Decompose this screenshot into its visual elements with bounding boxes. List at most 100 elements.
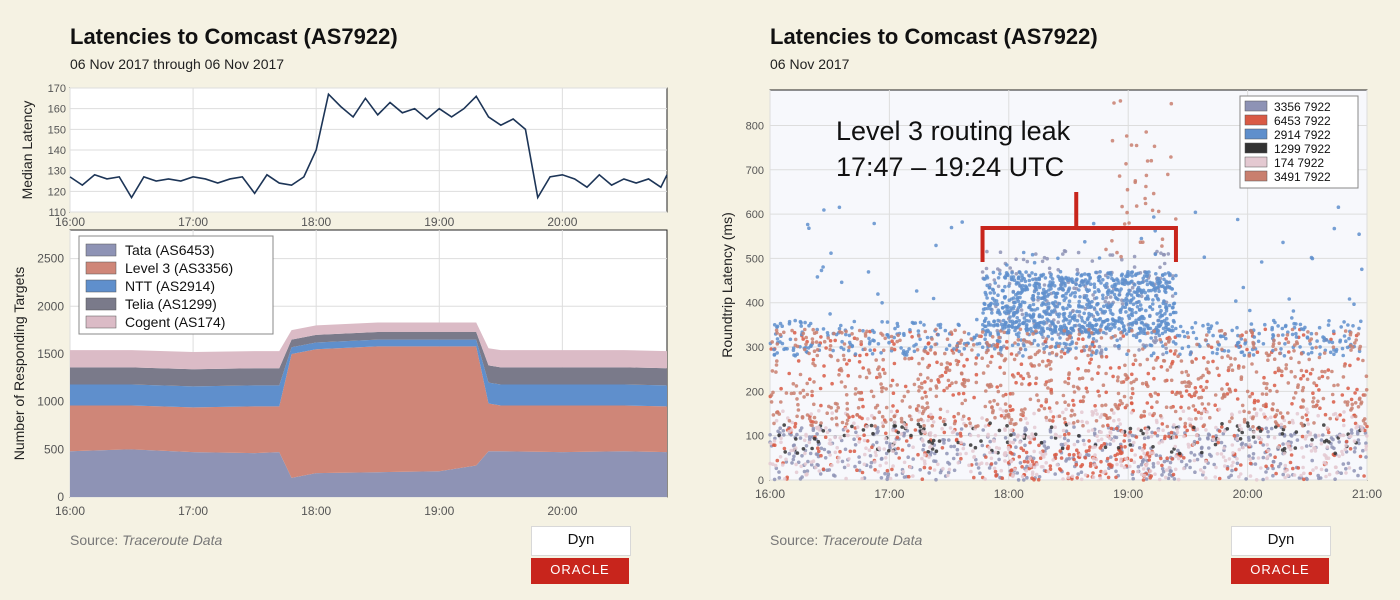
scatter-point <box>955 432 960 436</box>
scatter-point <box>828 347 832 352</box>
scatter-point <box>1066 347 1070 351</box>
scatter-point <box>1149 343 1154 348</box>
scatter-point <box>1287 350 1291 354</box>
scatter-point <box>1323 369 1327 374</box>
scatter-point <box>984 330 989 334</box>
scatter-point <box>1230 468 1234 473</box>
scatter-point <box>1342 364 1347 368</box>
scatter-point <box>1352 469 1356 473</box>
scatter-point <box>792 454 796 459</box>
scatter-point <box>1281 240 1285 245</box>
scatter-point <box>1151 451 1155 455</box>
legend-entry: 2914 7922 <box>1274 128 1331 142</box>
scatter-point <box>1266 448 1270 453</box>
scatter-point <box>898 338 902 343</box>
scatter-point <box>1144 308 1148 313</box>
scatter-point <box>1311 468 1315 472</box>
scatter-point <box>1341 418 1346 423</box>
scatter-point <box>1117 293 1121 297</box>
scatter-point <box>857 455 861 459</box>
scatter-point <box>1030 476 1034 481</box>
scatter-point <box>1265 443 1269 447</box>
scatter-point <box>1022 300 1027 305</box>
scatter-point <box>912 349 917 354</box>
scatter-point <box>1206 344 1211 348</box>
scatter-point <box>1010 271 1014 275</box>
scatter-point <box>934 449 939 454</box>
scatter-point <box>1331 345 1336 350</box>
scatter-point <box>1271 466 1275 471</box>
scatter-point <box>871 431 875 436</box>
scatter-point <box>1027 374 1031 379</box>
scatter-point <box>1052 308 1057 312</box>
scatter-point <box>1204 367 1209 371</box>
scatter-point <box>792 391 796 396</box>
scatter-point <box>951 456 956 461</box>
scatter-point <box>1045 308 1049 313</box>
scatter-point <box>1165 456 1169 461</box>
scatter-point <box>964 343 969 348</box>
scatter-point <box>1270 407 1275 412</box>
scatter-point <box>1265 476 1269 481</box>
scatter-point <box>775 342 780 346</box>
scatter-point <box>1211 359 1215 364</box>
scatter-point <box>884 461 888 465</box>
scatter-point <box>780 341 785 346</box>
legend-swatch <box>85 243 117 257</box>
scatter-point <box>843 385 847 389</box>
scatter-point <box>1097 394 1102 398</box>
scatter-point <box>1242 420 1247 424</box>
scatter-point <box>1259 407 1263 412</box>
scatter-point <box>1060 446 1065 451</box>
scatter-point <box>926 418 930 423</box>
scatter-point <box>1127 329 1131 334</box>
scatter-point <box>1225 427 1230 431</box>
scatter-point <box>850 424 854 429</box>
scatter-point <box>1144 380 1149 385</box>
scatter-point <box>1141 347 1145 351</box>
scatter-point <box>947 383 952 388</box>
scatter-point <box>1115 452 1120 456</box>
scatter-point <box>900 425 904 429</box>
scatter-point <box>1087 288 1091 293</box>
scatter-point <box>907 347 911 351</box>
scatter-point <box>798 428 803 433</box>
scatter-point <box>1097 256 1102 260</box>
scatter-point <box>1183 424 1187 429</box>
scatter-point <box>1093 453 1097 457</box>
scatter-point <box>775 351 779 355</box>
y-tick-label: 600 <box>746 209 764 221</box>
scatter-point <box>810 337 815 341</box>
scatter-point <box>1231 451 1235 455</box>
scatter-point <box>1134 290 1138 295</box>
scatter-point <box>1156 282 1160 286</box>
scatter-point <box>1187 406 1191 410</box>
scatter-point <box>962 347 967 351</box>
scatter-point <box>1313 404 1318 409</box>
scatter-point <box>1328 350 1333 355</box>
scatter-point <box>988 439 992 444</box>
scatter-point <box>1018 347 1023 351</box>
scatter-point <box>1114 469 1118 474</box>
scatter-point <box>956 461 961 465</box>
scatter-point <box>974 380 979 385</box>
scatter-point <box>828 438 832 442</box>
scatter-point <box>1024 270 1028 274</box>
legend-entry: NTT (AS2914) <box>125 278 215 294</box>
scatter-point <box>1174 342 1178 346</box>
scatter-point <box>1084 386 1089 391</box>
scatter-point <box>1124 134 1129 138</box>
scatter-point <box>1008 440 1013 445</box>
scatter-point <box>1070 341 1074 346</box>
scatter-point <box>1055 401 1059 405</box>
scatter-point <box>1065 318 1069 322</box>
scatter-point <box>1092 282 1097 287</box>
scatter-point <box>1086 369 1091 373</box>
scatter-point <box>781 429 786 433</box>
scatter-point <box>1350 431 1354 435</box>
scatter-point <box>1023 347 1028 352</box>
scatter-point <box>1281 427 1286 432</box>
scatter-point <box>1154 418 1159 423</box>
scatter-point <box>1230 416 1234 420</box>
scatter-point <box>1160 319 1164 324</box>
